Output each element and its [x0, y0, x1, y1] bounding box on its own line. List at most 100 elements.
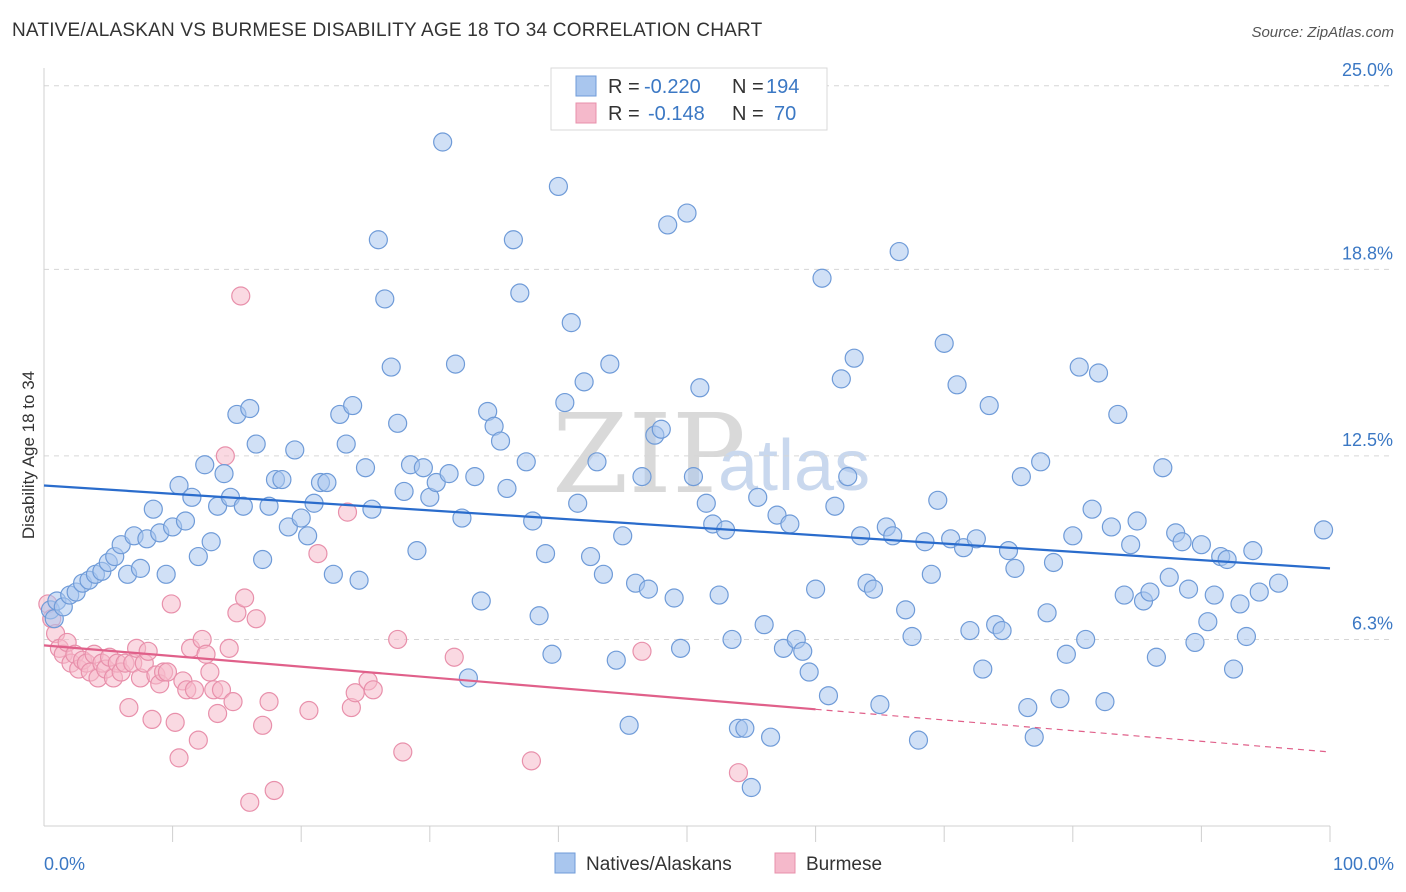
- legend-n-value-natives: 194: [766, 76, 799, 98]
- natives-point: [580, 546, 601, 567]
- burmese-point: [219, 638, 239, 658]
- natives-point: [921, 564, 941, 584]
- natives-point: [413, 458, 433, 478]
- natives-point: [1159, 567, 1179, 587]
- x-tick-label-min: 0.0%: [44, 854, 85, 874]
- natives-point: [1204, 585, 1224, 605]
- chart-title: NATIVE/ALASKAN VS BURMESE DISABILITY AGE…: [12, 20, 763, 41]
- natives-point: [1121, 535, 1141, 555]
- natives-point: [683, 467, 704, 487]
- natives-point: [889, 241, 909, 262]
- legend-n-value-burmese: 70: [774, 103, 796, 125]
- burmese-point: [299, 700, 319, 721]
- burmese-point: [142, 709, 162, 730]
- burmese-trend-line: [43, 644, 816, 711]
- burmese-point: [157, 662, 178, 682]
- source-credit: Source: ZipAtlas.com: [1251, 24, 1394, 41]
- natives-point: [928, 490, 948, 510]
- natives-point: [439, 464, 459, 484]
- natives-point: [793, 641, 813, 661]
- natives-point: [670, 638, 691, 658]
- burmese-point: [235, 588, 255, 608]
- natives-trend-line: [43, 484, 1331, 570]
- natives-point: [394, 481, 414, 502]
- legend-r-value-natives: -0.220: [644, 76, 701, 98]
- natives-point: [1140, 582, 1160, 602]
- natives-point: [1243, 541, 1263, 561]
- natives-point: [973, 659, 993, 679]
- legend-box: [550, 67, 828, 131]
- legend-r-label-burmese: R =: [608, 103, 640, 125]
- burmese-point: [215, 446, 235, 466]
- burmese-point: [253, 715, 273, 735]
- y-axis-label: Disability Age 18 to 34: [19, 371, 38, 539]
- natives-point: [516, 452, 536, 472]
- natives-point: [529, 606, 549, 626]
- natives-point: [1127, 511, 1147, 531]
- natives-point: [638, 579, 659, 599]
- natives-point: [1191, 535, 1212, 555]
- natives-point: [1043, 552, 1064, 573]
- natives-point: [471, 591, 491, 611]
- burmese-point: [393, 742, 413, 762]
- natives-point: [1108, 404, 1128, 425]
- natives-point: [722, 629, 742, 650]
- natives-point: [1223, 659, 1244, 679]
- natives-point: [201, 532, 221, 552]
- natives-point: [709, 585, 729, 605]
- natives-point: [1236, 626, 1257, 647]
- burmese-point: [169, 748, 189, 768]
- natives-point: [349, 570, 369, 590]
- natives-point: [362, 499, 382, 519]
- series-legend-swatch-burmese: [774, 852, 796, 874]
- burmese-point: [388, 629, 408, 650]
- burmese-point: [728, 763, 749, 783]
- burmese-point: [211, 680, 232, 700]
- natives-point: [883, 526, 903, 546]
- natives-point: [433, 132, 453, 152]
- natives-point: [323, 564, 343, 584]
- natives-point: [651, 419, 671, 439]
- natives-point: [368, 230, 388, 250]
- natives-point: [1178, 579, 1199, 599]
- trend-lines: [43, 484, 1331, 753]
- series-legend: Natives/Alaskans Burmese: [554, 852, 882, 875]
- natives-point: [870, 695, 890, 715]
- natives-point: [490, 431, 511, 451]
- natives-point: [979, 395, 999, 416]
- legend-swatch-natives: [575, 75, 597, 97]
- natives-point: [214, 464, 234, 484]
- natives-point: [355, 458, 376, 478]
- watermark-atlas: atlas: [718, 426, 870, 506]
- natives-point: [902, 626, 922, 647]
- y-tick-label: 18.8%: [1342, 243, 1393, 263]
- natives-point: [748, 487, 768, 507]
- burmese-point: [196, 644, 216, 664]
- natives-point: [992, 620, 1012, 641]
- natives-point: [1069, 357, 1089, 377]
- natives-point: [458, 668, 478, 688]
- natives-point: [664, 588, 684, 608]
- natives-point: [195, 455, 215, 475]
- natives-point: [780, 514, 800, 534]
- natives-point: [523, 511, 543, 531]
- natives-point: [1056, 644, 1076, 664]
- x-ticks: [172, 826, 1331, 842]
- natives-point: [1153, 458, 1173, 478]
- natives-point: [619, 715, 639, 735]
- burmese-point: [337, 502, 358, 522]
- y-tick-labels: 6.3% 12.5% 18.8% 25.0%: [1342, 60, 1393, 634]
- burmese-point: [200, 662, 220, 682]
- natives-point: [555, 392, 575, 413]
- natives-point: [285, 440, 305, 460]
- natives-point: [1313, 520, 1334, 540]
- y-tick-label: 6.3%: [1352, 613, 1393, 633]
- natives-point: [561, 313, 581, 333]
- natives-point: [182, 487, 202, 507]
- burmese-trend-line-extension: [815, 708, 1331, 753]
- natives-point: [805, 579, 826, 599]
- natives-point: [259, 496, 279, 516]
- natives-point: [1198, 612, 1218, 632]
- burmese-point: [231, 286, 251, 306]
